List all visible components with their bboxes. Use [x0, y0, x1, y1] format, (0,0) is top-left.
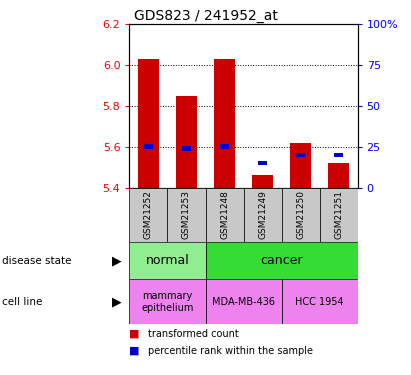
Text: GSM21252: GSM21252: [144, 190, 153, 239]
Bar: [206, 242, 358, 279]
Bar: [168, 188, 206, 242]
Bar: [206, 279, 282, 324]
Text: GSM21248: GSM21248: [220, 190, 229, 239]
Bar: [282, 188, 319, 242]
Bar: [129, 279, 206, 324]
Bar: [206, 188, 243, 242]
Text: mammary
epithelium: mammary epithelium: [141, 291, 194, 313]
Text: cell line: cell line: [2, 297, 42, 307]
Bar: [243, 188, 282, 242]
Bar: [129, 188, 168, 242]
Text: GSM21251: GSM21251: [334, 190, 343, 239]
Text: ▶: ▶: [112, 254, 121, 267]
Bar: [144, 144, 153, 149]
Bar: [282, 279, 358, 324]
Bar: [138, 59, 159, 188]
Text: cancer: cancer: [260, 254, 303, 267]
Text: GSM21250: GSM21250: [296, 190, 305, 239]
Bar: [176, 96, 197, 188]
Text: HCC 1954: HCC 1954: [295, 297, 344, 307]
Bar: [129, 242, 206, 279]
Text: GSM21253: GSM21253: [182, 190, 191, 239]
Text: transformed count: transformed count: [148, 329, 239, 339]
Text: ■: ■: [129, 329, 140, 339]
Bar: [334, 153, 343, 157]
Bar: [182, 146, 191, 151]
Bar: [296, 153, 305, 157]
Text: ▶: ▶: [112, 296, 121, 308]
Bar: [214, 59, 235, 188]
Text: GDS823 / 241952_at: GDS823 / 241952_at: [134, 9, 277, 23]
Bar: [220, 144, 229, 149]
Text: disease state: disease state: [2, 256, 72, 266]
Bar: [319, 188, 358, 242]
Bar: [328, 163, 349, 188]
Text: normal: normal: [145, 254, 189, 267]
Bar: [258, 161, 267, 165]
Text: percentile rank within the sample: percentile rank within the sample: [148, 346, 313, 355]
Text: MDA-MB-436: MDA-MB-436: [212, 297, 275, 307]
Bar: [290, 142, 311, 188]
Text: GSM21249: GSM21249: [258, 190, 267, 239]
Bar: [252, 175, 273, 188]
Text: ■: ■: [129, 346, 140, 355]
